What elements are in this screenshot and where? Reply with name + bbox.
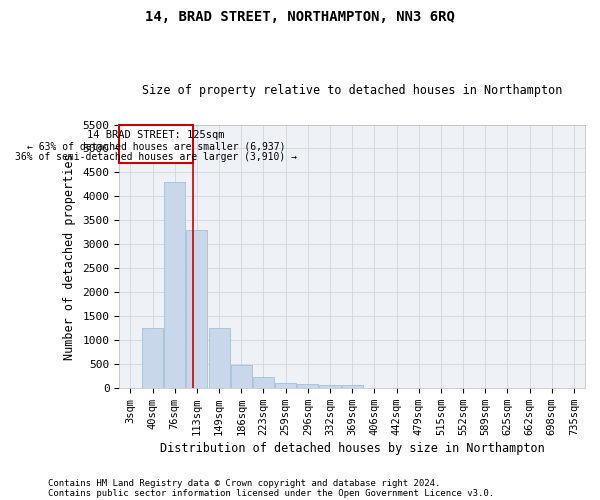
X-axis label: Distribution of detached houses by size in Northampton: Distribution of detached houses by size … bbox=[160, 442, 545, 455]
Bar bbox=[187, 230, 208, 388]
Bar bbox=[164, 182, 185, 388]
Bar bbox=[142, 328, 163, 388]
Bar bbox=[231, 365, 252, 388]
Text: ← 63% of detached houses are smaller (6,937): ← 63% of detached houses are smaller (6,… bbox=[27, 142, 286, 152]
Text: 14 BRAD STREET: 125sqm: 14 BRAD STREET: 125sqm bbox=[88, 130, 225, 140]
Text: Contains HM Land Registry data © Crown copyright and database right 2024.: Contains HM Land Registry data © Crown c… bbox=[48, 478, 440, 488]
Bar bbox=[297, 384, 319, 388]
Text: 14, BRAD STREET, NORTHAMPTON, NN3 6RQ: 14, BRAD STREET, NORTHAMPTON, NN3 6RQ bbox=[145, 10, 455, 24]
Bar bbox=[341, 386, 362, 388]
FancyBboxPatch shape bbox=[119, 124, 193, 163]
Text: 36% of semi-detached houses are larger (3,910) →: 36% of semi-detached houses are larger (… bbox=[15, 152, 297, 162]
Y-axis label: Number of detached properties: Number of detached properties bbox=[62, 153, 76, 360]
Bar bbox=[209, 328, 230, 388]
Title: Size of property relative to detached houses in Northampton: Size of property relative to detached ho… bbox=[142, 84, 562, 97]
Bar bbox=[253, 378, 274, 388]
Bar bbox=[275, 383, 296, 388]
Text: Contains public sector information licensed under the Open Government Licence v3: Contains public sector information licen… bbox=[48, 488, 494, 498]
Bar bbox=[319, 385, 341, 388]
